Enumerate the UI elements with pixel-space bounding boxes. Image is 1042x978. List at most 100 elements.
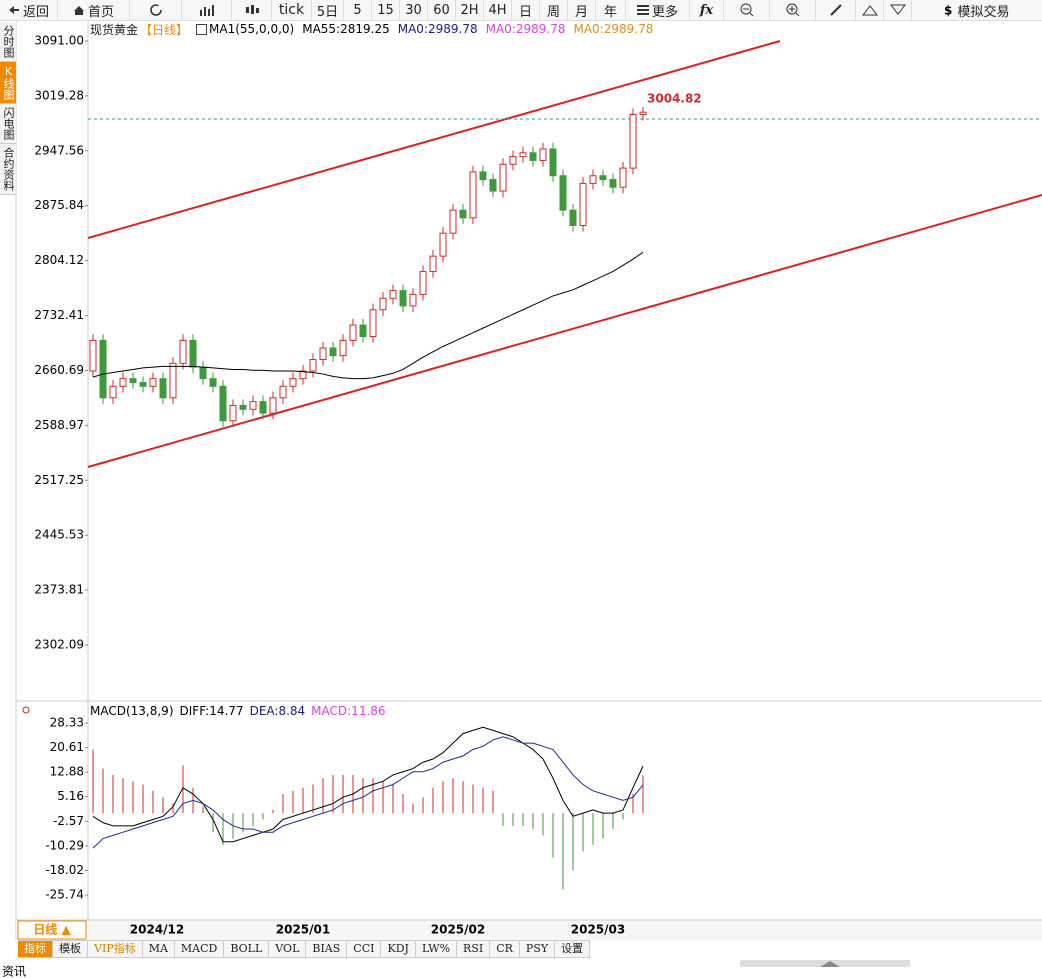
candle-body: [529, 152, 537, 161]
period-label[interactable]: 日线 ▲: [33, 922, 71, 937]
candle-body: [299, 370, 307, 380]
scroll-arrow[interactable]: [820, 961, 840, 967]
indicator-tab[interactable]: 设置: [555, 940, 591, 958]
scrollbar[interactable]: [740, 960, 910, 967]
home-button[interactable]: 首页: [58, 0, 130, 20]
candle-body: [539, 148, 547, 161]
candle-body: [99, 339, 107, 399]
indicator-tab[interactable]: KDJ: [381, 940, 416, 958]
indicator-tab[interactable]: CCI: [347, 940, 382, 958]
settings-icon[interactable]: [22, 706, 30, 714]
sim-trade-button[interactable]: $ 模拟交易: [912, 0, 1042, 20]
indicator-tab[interactable]: MACD: [174, 940, 225, 958]
period-button[interactable]: 年: [596, 0, 626, 20]
refresh-button[interactable]: [130, 0, 182, 20]
candle-body: [459, 209, 467, 219]
candle-body: [269, 397, 277, 414]
chart-type-button[interactable]: [182, 0, 232, 20]
side-tab[interactable]: K线图: [0, 62, 16, 104]
period-button[interactable]: 2H: [456, 0, 484, 20]
candle-body: [479, 171, 487, 181]
period-button[interactable]: 30: [400, 0, 428, 20]
candle-button[interactable]: [232, 0, 272, 20]
candle-body: [139, 381, 147, 387]
zoom-out-button[interactable]: [724, 0, 770, 20]
period-box[interactable]: [17, 920, 87, 940]
up-button[interactable]: [856, 0, 884, 20]
period-button[interactable]: 5: [344, 0, 372, 20]
legend-item: DIFF:14.77: [179, 704, 244, 718]
candle-body: [379, 297, 387, 311]
indicator-tab[interactable]: BIAS: [306, 940, 348, 958]
candle-body: [109, 385, 117, 399]
footer-label[interactable]: 资讯: [2, 965, 26, 978]
candle-body: [169, 362, 177, 399]
indicator-tab[interactable]: VIP指标: [88, 940, 143, 958]
legend-item: MACD:11.86: [311, 704, 386, 718]
side-tabs: 分时图 K线图 闪电图 合约资料: [0, 22, 16, 195]
y-tick-label: 5.16: [57, 789, 84, 803]
candle-body: [329, 347, 337, 357]
indicator-tab[interactable]: LW%: [415, 940, 458, 958]
y-tick-label: 12.88: [50, 765, 84, 779]
indicator-line: [92, 736, 644, 849]
y-tick-label: 2373.81: [34, 583, 84, 597]
candle-body: [179, 339, 187, 364]
indicator-tab[interactable]: RSI: [457, 940, 491, 958]
legend-item: MA1(55,0,0,0): [209, 22, 295, 36]
indicator-tab[interactable]: CR: [490, 940, 520, 958]
candle-body: [89, 339, 97, 372]
candle-body: [589, 175, 597, 184]
legend-icon[interactable]: [196, 23, 208, 35]
date-label: 2025/01: [276, 923, 330, 937]
candle-body: [559, 175, 567, 211]
period-button[interactable]: tick: [272, 0, 312, 20]
date-label: 2025/02: [431, 923, 485, 937]
y-tick-label: 2947.56: [34, 143, 84, 157]
period-button[interactable]: 60: [428, 0, 456, 20]
date-label: 2024/12: [130, 923, 184, 937]
candle-body: [239, 404, 247, 410]
side-tab[interactable]: 闪电图: [0, 104, 16, 144]
formula-button[interactable]: fx: [690, 0, 724, 20]
down-button[interactable]: [884, 0, 912, 20]
draw-button[interactable]: [816, 0, 856, 20]
indicator-tab[interactable]: PSY: [519, 940, 556, 958]
candle-body: [219, 385, 227, 422]
channel-upper: [87, 40, 781, 239]
side-tab[interactable]: 合约资料: [0, 144, 16, 195]
indicator-tab[interactable]: VOL: [269, 940, 307, 958]
candle-body: [319, 347, 327, 361]
indicator-line: [92, 726, 644, 843]
period-button[interactable]: 周: [540, 0, 568, 20]
more-button[interactable]: 更多: [626, 0, 690, 20]
candle-body: [429, 255, 437, 272]
candle-body: [499, 163, 507, 192]
candle-body: [489, 179, 497, 192]
indicator-tab[interactable]: 模板: [53, 940, 88, 958]
candle-body: [349, 324, 357, 341]
period-button[interactable]: 日: [512, 0, 540, 20]
candle-body: [369, 309, 377, 338]
y-tick-label: 2732.41: [34, 308, 84, 322]
macd-legend: MACD(13,8,9) DIFF:14.77 DEA:8.84 MACD:11.86: [90, 704, 386, 718]
candle-body: [449, 209, 457, 234]
indicator-tab[interactable]: MA: [142, 940, 175, 958]
indicator-tab[interactable]: BOLL: [224, 940, 270, 958]
candle-body: [119, 378, 127, 387]
legend-item: MA55:2819.25: [302, 22, 390, 36]
period-button[interactable]: 月: [568, 0, 596, 20]
candle-body: [419, 270, 427, 295]
candle-body: [149, 378, 157, 387]
candle-body: [439, 232, 447, 257]
candle-body: [569, 209, 577, 227]
period-button[interactable]: 5日: [312, 0, 344, 20]
side-tab[interactable]: 分时图: [0, 22, 16, 62]
candle-body: [469, 171, 477, 219]
back-button[interactable]: 返回: [0, 0, 58, 20]
period-button[interactable]: 4H: [484, 0, 512, 20]
y-tick-label: 2517.25: [34, 473, 84, 487]
zoom-in-button[interactable]: [770, 0, 816, 20]
period-button[interactable]: 15: [372, 0, 400, 20]
indicator-tab[interactable]: 指标: [18, 940, 53, 958]
